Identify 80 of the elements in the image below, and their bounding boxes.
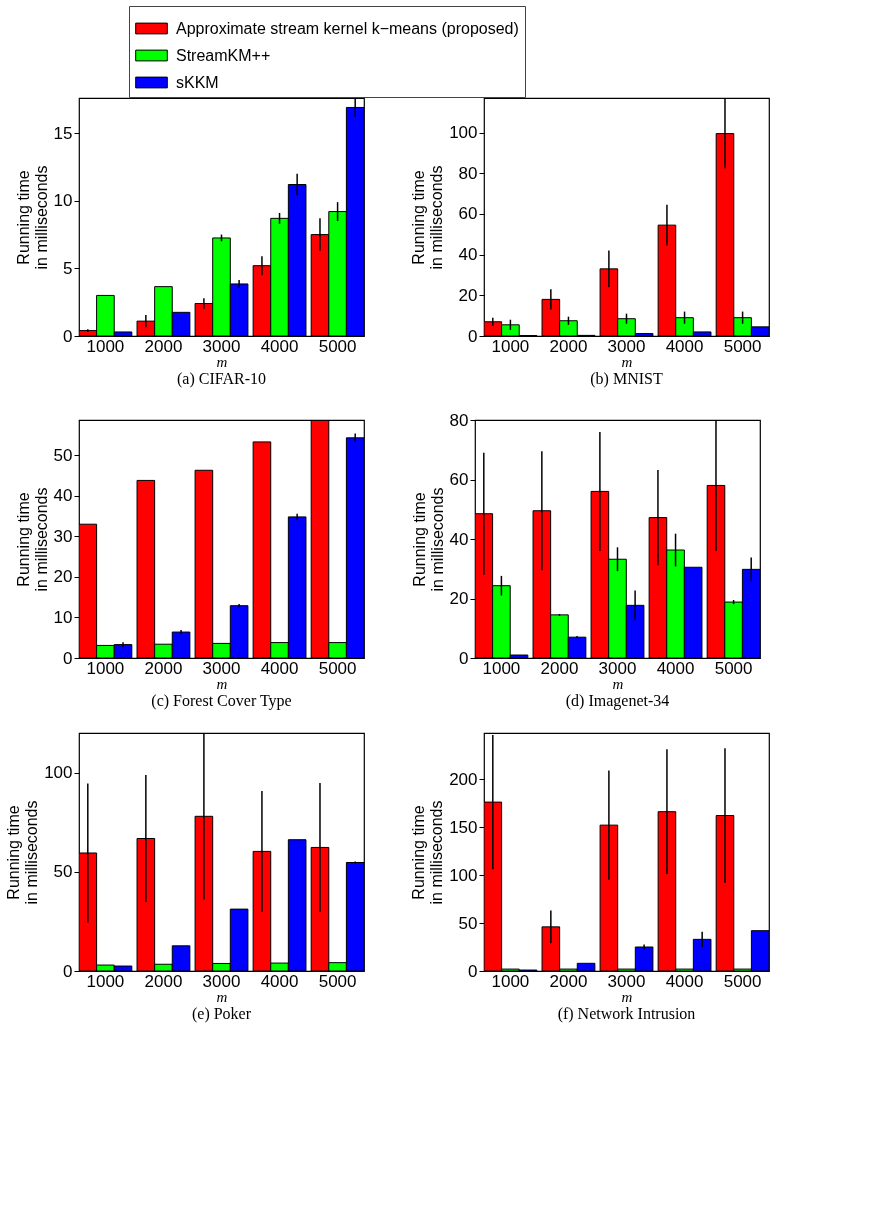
y-tick-label: 200 [449, 769, 478, 789]
y-tick-label: 0 [468, 326, 478, 346]
y-axis-title: Running time in milliseconds [14, 487, 50, 592]
y-tick-label: 60 [458, 204, 478, 224]
x-tick-label: 5000 [318, 336, 357, 356]
x-tick-label: 4000 [656, 658, 695, 678]
legend-label: sKKM [176, 73, 219, 91]
x-tick-label: 4000 [260, 658, 299, 678]
y-tick-label: 10 [53, 607, 73, 627]
x-axis-title: m [621, 353, 633, 370]
y-tick-label: 80 [449, 410, 469, 430]
x-tick-label: 3000 [598, 658, 637, 678]
x-tick-label: 5000 [318, 658, 357, 678]
x-tick-label: 3000 [607, 971, 646, 991]
y-tick-label: 100 [449, 123, 478, 143]
x-tick-label: 1000 [491, 336, 530, 356]
text: (b) MNIST [590, 370, 663, 388]
x-tick-label: 2000 [549, 336, 588, 356]
x-axis-title: m [216, 675, 228, 692]
x-tick-label: 5000 [723, 971, 762, 991]
y-tick-label: 40 [53, 486, 73, 506]
y-tick-label: 100 [44, 763, 73, 783]
x-axis-title: m [216, 988, 228, 1005]
y-tick-label: 20 [449, 589, 469, 608]
y-tick-label: 0 [63, 326, 73, 346]
y-axis-title: Running time in milliseconds [410, 800, 446, 905]
y-tick-label: 50 [53, 445, 73, 465]
text: (d) Imagenet-34 [565, 692, 670, 710]
legend-label: Approximate stream kernel k−means (proposed) [176, 19, 519, 37]
x-tick-label: 4000 [665, 336, 704, 356]
x-tick-label: 3000 [202, 658, 241, 678]
y-tick-label: 15 [53, 123, 73, 143]
x-axis-title: m [621, 988, 633, 1005]
x-tick-label: 1000 [86, 658, 125, 678]
y-tick-label: 60 [449, 470, 469, 489]
x-axis-title: m [612, 675, 624, 692]
x-tick-label: 2000 [144, 971, 183, 991]
y-tick-label: 10 [53, 191, 73, 211]
y-tick-label: 50 [458, 913, 478, 933]
text: (f) Network Intrusion [557, 1005, 696, 1023]
y-axis-title: Running time in milliseconds [410, 165, 446, 270]
x-tick-label: 1000 [86, 971, 125, 991]
x-tick-label: 3000 [607, 336, 646, 356]
y-axis-title: Running time in milliseconds [410, 487, 446, 592]
x-tick-label: 1000 [482, 658, 521, 678]
x-tick-label: 1000 [86, 336, 125, 356]
x-tick-label: 4000 [665, 971, 704, 991]
x-tick-label: 2000 [144, 658, 183, 678]
y-tick-label: 20 [53, 567, 73, 587]
x-tick-label: 5000 [723, 336, 762, 356]
x-tick-label: 3000 [202, 971, 241, 991]
y-tick-label: 150 [449, 817, 478, 837]
y-tick-label: 0 [459, 648, 469, 668]
y-tick-label: 0 [63, 961, 73, 981]
y-tick-label: 20 [458, 285, 478, 305]
x-tick-label: 1000 [491, 971, 530, 991]
y-tick-label: 50 [53, 862, 73, 882]
legend-label: StreamKM++ [176, 46, 271, 64]
y-tick-label: 0 [468, 961, 478, 981]
x-tick-label: 2000 [540, 658, 579, 678]
x-tick-label: 2000 [549, 971, 588, 991]
y-tick-label: 30 [53, 526, 73, 546]
x-tick-label: 4000 [260, 971, 299, 991]
y-axis-title: Running time in milliseconds [5, 800, 41, 905]
text: (c) Forest Cover Type [151, 692, 292, 710]
text: (a) CIFAR-10 [176, 370, 267, 388]
text: (e) Poker [191, 1005, 252, 1023]
y-tick-label: 5 [63, 258, 73, 278]
y-tick-label: 40 [449, 529, 469, 549]
y-axis-title: Running time in milliseconds [14, 165, 50, 270]
x-tick-label: 5000 [714, 658, 753, 678]
x-tick-label: 5000 [318, 971, 357, 991]
x-tick-label: 2000 [144, 336, 183, 356]
y-tick-label: 100 [449, 865, 478, 885]
x-tick-label: 3000 [202, 336, 241, 356]
y-tick-label: 40 [458, 245, 478, 265]
x-axis-title: m [216, 353, 228, 370]
y-tick-label: 0 [63, 648, 73, 668]
x-tick-label: 4000 [260, 336, 299, 356]
y-tick-label: 80 [458, 163, 478, 183]
